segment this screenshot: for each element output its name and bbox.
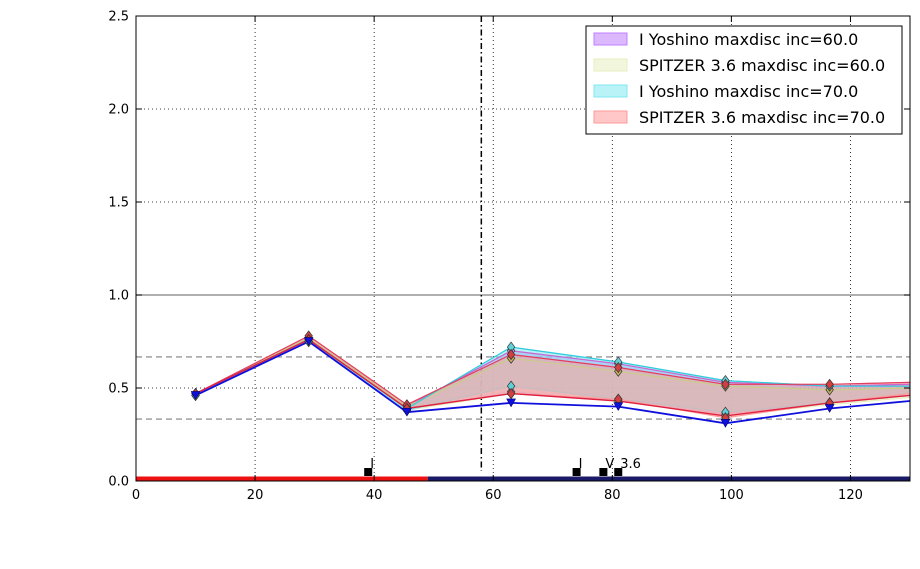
blue-triangle-marker: [824, 404, 835, 413]
x-tick-label: 20: [247, 488, 264, 503]
legend: I Yoshino maxdisc inc=60.0 SPITZER 3.6 ma…: [585, 25, 903, 135]
axes: 0 20 40 60 80 100 120 0.0 0.5 1.0 1.5 2.0 2.5: [108, 10, 911, 503]
series-upper-line: [195, 335, 910, 406]
legend-label: SPITZER 3.6 maxdisc inc=70.0: [639, 108, 885, 127]
axis-square-marker: [599, 468, 608, 476]
axes-frame: [135, 15, 911, 482]
blue-triangle-marker: [303, 337, 314, 347]
axis-marker-label: I: [370, 457, 374, 472]
legend-label: I Yoshino maxdisc inc=70.0: [639, 82, 858, 101]
x-tick-label: 0: [132, 488, 140, 503]
legend-box: [585, 25, 903, 135]
x-tick-label: 60: [485, 488, 502, 503]
lower-point-marker: [506, 387, 516, 400]
axis-marker-label: V: [605, 457, 614, 472]
blue-triangle-marker: [506, 398, 517, 408]
legend-label: I Yoshino maxdisc inc=60.0: [639, 30, 858, 49]
blue-triangle-marker: [720, 419, 731, 428]
blue-triangle-marker: [613, 402, 624, 412]
series-fills: [194, 335, 910, 419]
bottom-bar: I I V 3.6: [136, 457, 910, 482]
axis-marker-label: 3.6: [620, 457, 641, 472]
legend-swatch: [593, 110, 628, 124]
blue-triangle-marker: [401, 407, 412, 417]
upper-point-marker: [506, 348, 516, 361]
y-tick-label: 2.5: [108, 10, 129, 25]
legend-swatch: [593, 32, 628, 46]
series-blue-line: [195, 340, 910, 425]
x-tick-label: 120: [838, 488, 863, 503]
x-tick-label: 100: [719, 488, 744, 503]
axis-square-marker: [364, 468, 373, 476]
legend-label: SPITZER 3.6 maxdisc inc=60.0: [639, 56, 885, 75]
series-lines: [195, 335, 910, 425]
blue-triangle-marker: [190, 391, 201, 400]
y-tick-label: 1.0: [108, 289, 129, 304]
bottom-bar-red: [136, 476, 428, 482]
y-tick-label: 1.5: [108, 196, 129, 211]
series-band: [195, 335, 910, 419]
series-upper-line: [195, 337, 910, 408]
data-points: [190, 330, 835, 428]
axis-square-marker: [614, 468, 623, 476]
y-tick-label: 2.0: [108, 103, 129, 118]
upper-point-marker: [721, 378, 730, 390]
upper-point-marker: [614, 361, 623, 374]
series-lower-red-line: [195, 338, 910, 417]
bottom-bar-navy: [427, 476, 910, 482]
y-tick-label: 0.0: [108, 475, 129, 490]
axis-square-marker: [572, 468, 581, 476]
x-tick-label: 80: [604, 488, 621, 503]
legend-swatch: [593, 58, 628, 72]
upper-point-marker: [825, 378, 834, 390]
x-tick-label: 40: [366, 488, 383, 503]
axis-marker-label: I: [579, 457, 583, 472]
y-tick-label: 0.5: [108, 382, 129, 397]
legend-swatch: [593, 84, 628, 98]
